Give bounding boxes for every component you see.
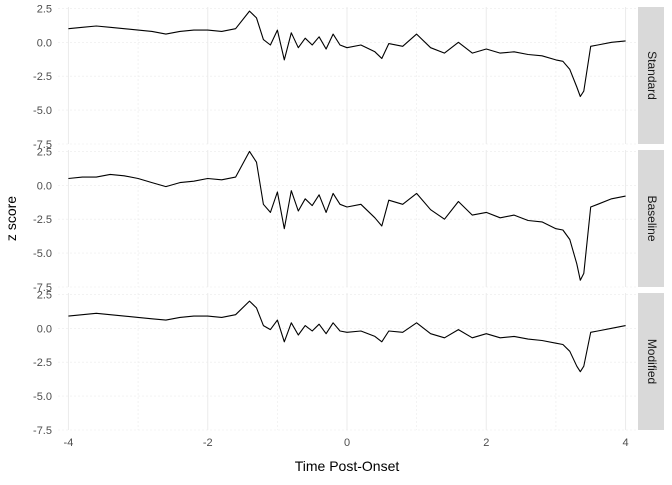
- series-line-standard: [68, 10, 626, 98]
- facet-strip-standard: [638, 7, 664, 144]
- facet-strip-baseline: [638, 150, 664, 287]
- y-tick-label: -7.5: [33, 282, 52, 294]
- y-tick-label: 0.0: [37, 180, 52, 192]
- x-tick-label: 4: [622, 437, 628, 449]
- y-axis-ticks: 2.5 0.0 -2.5 -5.0 -7.5: [33, 146, 52, 294]
- y-tick-label: -5.0: [33, 248, 52, 260]
- facet-strip-label-modified: Modified: [645, 339, 659, 384]
- facet-standard: 2.5 0.0 -2.5 -5.0 -7.5 Standard: [33, 3, 664, 151]
- x-tick-label: -2: [203, 437, 213, 449]
- facet-grid: [58, 293, 636, 431]
- y-tick-label: 2.5: [37, 146, 52, 158]
- facet-baseline: 2.5 0.0 -2.5 -5.0 -7.5 Baseline: [33, 146, 664, 294]
- facet-strip-modified: [638, 293, 664, 430]
- series-line-modified: [68, 300, 626, 373]
- x-axis-ticks: -4 -2 0 2 4: [64, 437, 629, 449]
- y-tick-label: -2.5: [33, 357, 52, 369]
- facet-modified: 2.5 0.0 -2.5 -5.0 -7.5 Modified: [33, 289, 664, 437]
- x-tick-label: 0: [344, 437, 350, 449]
- facet-grid: [58, 150, 636, 288]
- x-axis-title: Time Post-Onset: [295, 458, 400, 474]
- y-tick-label: -5.0: [33, 105, 52, 117]
- y-axis-ticks: 2.5 0.0 -2.5 -5.0 -7.5: [33, 289, 52, 437]
- y-axis-title: z score: [3, 196, 19, 241]
- y-tick-label: -7.5: [33, 139, 52, 151]
- y-tick-label: 2.5: [37, 289, 52, 301]
- y-tick-label: 2.5: [37, 3, 52, 15]
- x-tick-label: -4: [64, 437, 74, 449]
- facet-strip-label-standard: Standard: [645, 51, 659, 100]
- series-line-baseline: [68, 150, 626, 281]
- y-tick-label: -7.5: [33, 425, 52, 437]
- y-tick-label: -5.0: [33, 391, 52, 403]
- facet-grid: [58, 7, 636, 145]
- facet-strip-label-baseline: Baseline: [645, 195, 659, 241]
- y-tick-label: -2.5: [33, 214, 52, 226]
- y-tick-label: 0.0: [37, 323, 52, 335]
- y-tick-label: 0.0: [37, 37, 52, 49]
- x-tick-label: 2: [483, 437, 489, 449]
- y-tick-label: -2.5: [33, 71, 52, 83]
- y-axis-ticks: 2.5 0.0 -2.5 -5.0 -7.5: [33, 3, 52, 151]
